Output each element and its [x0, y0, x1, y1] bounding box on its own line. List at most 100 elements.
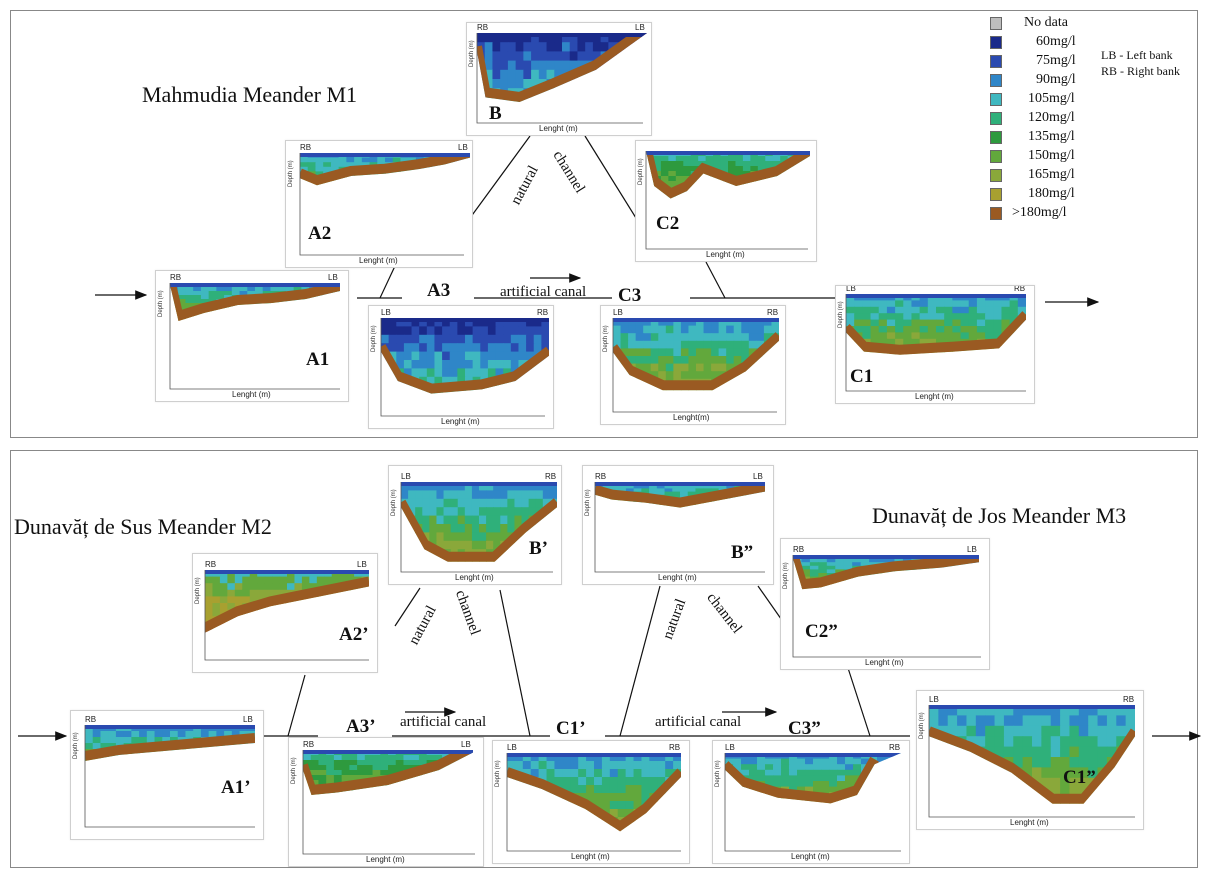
concentration-field	[303, 750, 473, 795]
panel-label: B’	[529, 538, 548, 559]
bank-label-right: LB	[328, 273, 338, 282]
profile-plot-c1pp	[928, 705, 1135, 818]
concentration-field	[595, 482, 765, 508]
bank-label-right: RB	[669, 743, 681, 752]
bank-label-left: RB	[477, 23, 489, 32]
profile-panel-a2p: RB LB Depth (m) A2’	[192, 553, 378, 673]
profile-axes	[612, 318, 777, 413]
x-axis-label: Lenght (m)	[865, 658, 904, 667]
profile-axes	[476, 33, 643, 124]
x-axis-label: Lenght (m)	[539, 124, 578, 133]
profile-axes	[645, 151, 808, 250]
profile-plot-a2	[299, 153, 470, 256]
profile-axes	[845, 294, 1026, 392]
profile-panel-b: RB LB Lenght (m) Depth (m) B	[466, 22, 652, 136]
profile-axes	[84, 725, 255, 828]
profile-axes	[380, 318, 545, 417]
bank-label-right: LB	[967, 545, 977, 554]
x-axis-label: Lenght (m)	[366, 855, 405, 864]
y-axis-label: Depth (m)	[391, 489, 397, 516]
bank-label-right: LB	[753, 472, 763, 481]
legend-label: 90mg/l	[1036, 72, 1076, 87]
profile-plot-c1p	[506, 753, 681, 852]
artificial-canal-label-m3: artificial canal	[655, 714, 742, 730]
panel-label: A1	[306, 349, 330, 370]
y-axis-label: Depth (m)	[469, 40, 475, 67]
x-axis-label: Lenght (m)	[791, 852, 830, 861]
panel-label-a3-outer: A3	[427, 280, 451, 301]
connector-c2pp-c3pp	[847, 667, 871, 737]
profile-plot-a3p	[302, 750, 475, 855]
panel-label-c3-outer: C3	[618, 285, 642, 306]
panel-label: C2”	[805, 621, 838, 642]
panel-label-c3pp-outer: C3”	[788, 718, 821, 739]
panel-label: B	[489, 103, 502, 124]
profile-axes	[594, 482, 765, 573]
x-axis-label: Lenght (m)	[441, 417, 480, 426]
profile-axes	[928, 705, 1135, 818]
legend-label: 75mg/l	[1036, 53, 1076, 68]
profile-plot-c2	[645, 151, 810, 250]
panel-label: A2’	[339, 624, 369, 645]
bank-label-left: LB	[507, 743, 517, 752]
legend-label: 120mg/l	[1028, 110, 1075, 125]
profile-plot-b2p	[594, 482, 765, 573]
legend-swatch	[990, 130, 1002, 144]
concentration-field	[646, 151, 810, 199]
profile-plot-b	[476, 33, 647, 124]
legend-item: 105mg/l	[990, 90, 1075, 108]
y-axis-label: Depth (m)	[783, 562, 789, 589]
bank-label-left: RB	[85, 715, 97, 724]
artificial-canal-label-m1: artificial canal	[500, 284, 587, 300]
concentration-field	[507, 753, 681, 832]
legend-note-lb: LB - Left bank	[1101, 48, 1173, 62]
bank-label-right: LB	[635, 23, 645, 32]
natural-channel-right-m2	[499, 589, 531, 737]
connector-a2-a1	[379, 265, 396, 299]
bank-label-right: LB	[243, 715, 253, 724]
profile-plot-c3	[612, 318, 779, 413]
natural-channel-left-m1	[469, 135, 531, 219]
legend-label: 60mg/l	[1036, 34, 1076, 49]
y-axis-label: Depth (m)	[585, 489, 591, 516]
y-axis-label: Depth (m)	[838, 301, 844, 328]
legend-item: 135mg/l	[990, 128, 1075, 146]
y-axis-label: Depth (m)	[638, 158, 644, 185]
x-axis-label: Lenght (m)	[232, 390, 271, 399]
bank-label-right: RB	[1014, 285, 1026, 293]
legend-item: No data	[990, 14, 1068, 32]
panel-label: C1”	[1063, 767, 1096, 788]
profile-panel-a3: LB RB Lenght (m) Depth (m)	[368, 305, 554, 429]
legend-label: 105mg/l	[1028, 91, 1075, 106]
profile-panel-c3pp: LB RB Lenght (m) Depth (m)	[712, 740, 910, 864]
profile-plot-a3	[380, 318, 549, 417]
profile-panel-c1p: LB RB Lenght (m) Depth (m)	[492, 740, 690, 864]
y-axis-label: Depth (m)	[291, 757, 297, 784]
panel-label-c1p-outer: C1’	[556, 718, 586, 739]
profile-panel-c2pp: RB LB Lenght (m) Depth (m) C2”	[780, 538, 990, 670]
panel-label: B”	[731, 542, 754, 563]
profile-panel-c3: LB RB Lenght(m) Depth (m)	[600, 305, 786, 425]
legend-item: 150mg/l	[990, 147, 1075, 165]
x-axis-label: Lenght (m)	[706, 250, 745, 259]
x-axis-label: Lenght (m)	[658, 573, 697, 582]
bank-label-right: RB	[537, 308, 549, 317]
panel-label: A1’	[221, 777, 251, 798]
concentration-field	[725, 753, 901, 804]
panel-label: C1	[850, 366, 874, 387]
profile-panel-b1p: LB RB Lenght (m) Depth (m) B’	[388, 465, 562, 585]
title-m2: Dunavăț de Sus Meander M2	[14, 514, 272, 539]
legend-swatch	[990, 16, 1002, 30]
natural-channel-left-m2	[394, 587, 421, 627]
legend-swatch	[990, 92, 1002, 106]
concentration-field	[170, 283, 340, 321]
profile-plot-a1p	[84, 725, 255, 828]
profile-axes	[506, 753, 681, 852]
profile-plot-c1	[845, 294, 1026, 392]
profile-plot-b1p	[400, 482, 557, 573]
artificial-canal-label-m2: artificial canal	[400, 714, 487, 730]
y-axis-label: Depth (m)	[73, 732, 79, 759]
x-axis-label: Lenght(m)	[673, 413, 710, 422]
profile-axes	[792, 555, 981, 658]
legend-label: 150mg/l	[1028, 148, 1075, 163]
